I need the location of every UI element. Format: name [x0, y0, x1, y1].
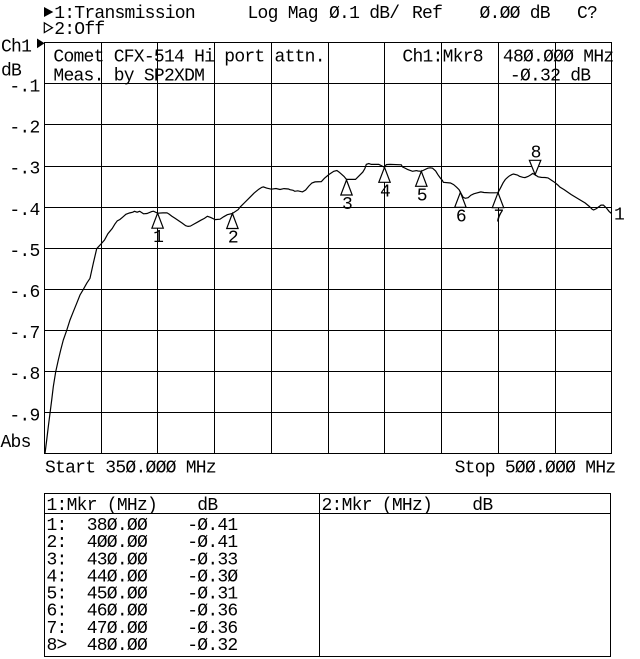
svg-text:8: 8	[531, 144, 541, 164]
svg-text:Ch1: Ch1	[1, 38, 31, 58]
svg-text:7: 47Ø.ØØ -Ø.36: 7: 47Ø.ØØ -Ø.36	[47, 619, 238, 639]
svg-text:1: 1	[614, 206, 624, 226]
svg-text:Stop 5ØØ.ØØØ MHz: Stop 5ØØ.ØØØ MHz	[455, 459, 616, 479]
svg-text:Log Mag: Log Mag	[248, 4, 318, 24]
svg-text:Ø.ØØ dB: Ø.ØØ dB	[480, 4, 551, 24]
svg-text:5: 45Ø.ØØ -Ø.31: 5: 45Ø.ØØ -Ø.31	[47, 585, 238, 605]
svg-text:Abs: Abs	[1, 433, 31, 453]
svg-text:1:Mkr (MHz) dB: 1:Mkr (MHz) dB	[47, 496, 219, 516]
svg-text:6: 46Ø.ØØ -Ø.36: 6: 46Ø.ØØ -Ø.36	[47, 602, 238, 622]
svg-text:-.7: -.7	[9, 324, 39, 344]
svg-text:6: 6	[456, 207, 466, 227]
svg-text:4: 4	[380, 182, 390, 202]
svg-text:1: 1	[153, 228, 163, 248]
svg-text:2: 2	[228, 229, 238, 249]
svg-text:2:Mkr (MHz) dB: 2:Mkr (MHz) dB	[322, 496, 494, 516]
svg-text:-.5: -.5	[9, 242, 39, 262]
svg-text:-.4: -.4	[9, 201, 39, 221]
svg-text:Meas. by SP2XDM: Meas. by SP2XDM	[53, 67, 204, 87]
svg-text:dB: dB	[1, 62, 22, 82]
svg-text:2: 4ØØ.ØØ -Ø.41: 2: 4ØØ.ØØ -Ø.41	[47, 533, 238, 553]
svg-text:-.8: -.8	[9, 365, 39, 385]
svg-text:-.2: -.2	[9, 119, 39, 139]
svg-text:48Ø.ØØØ MHz: 48Ø.ØØØ MHz	[503, 48, 614, 68]
svg-text:Ref: Ref	[412, 4, 442, 24]
svg-text:5: 5	[417, 186, 427, 206]
svg-text:7: 7	[493, 208, 503, 228]
svg-text:-.3: -.3	[9, 160, 39, 180]
svg-text:1:Transmission: 1:Transmission	[54, 4, 195, 24]
svg-text:Ch1:Mkr8: Ch1:Mkr8	[402, 48, 482, 68]
svg-text:4: 44Ø.ØØ -Ø.3Ø: 4: 44Ø.ØØ -Ø.3Ø	[47, 567, 239, 587]
svg-text:Comet CFX-514 Hi port attn.: Comet CFX-514 Hi port attn.	[53, 48, 324, 68]
svg-text:Ø.1 dB/: Ø.1 dB/	[329, 4, 399, 24]
svg-text:1: 38Ø.ØØ -Ø.41: 1: 38Ø.ØØ -Ø.41	[47, 516, 238, 536]
svg-text:Start 35Ø.ØØØ MHz: Start 35Ø.ØØØ MHz	[45, 459, 216, 479]
svg-text:8> 48Ø.ØØ -Ø.32: 8> 48Ø.ØØ -Ø.32	[47, 636, 238, 656]
svg-text:2:Off: 2:Off	[54, 20, 104, 40]
svg-text:C?: C?	[577, 4, 597, 24]
svg-text:-.6: -.6	[9, 283, 39, 303]
svg-text:-.1: -.1	[9, 78, 39, 98]
svg-text:3: 43Ø.ØØ -Ø.33: 3: 43Ø.ØØ -Ø.33	[47, 550, 238, 570]
svg-text:-.9: -.9	[9, 406, 39, 426]
svg-text:-Ø.32 dB: -Ø.32 dB	[510, 67, 591, 87]
svg-text:3: 3	[342, 195, 352, 215]
